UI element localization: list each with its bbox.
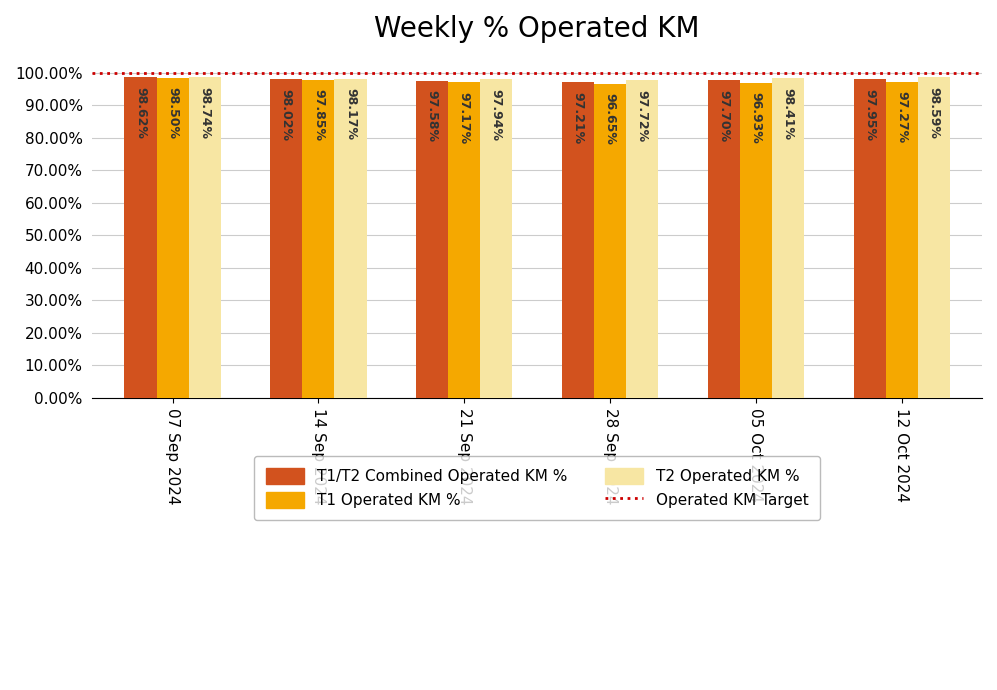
Bar — [449, 82, 481, 398]
Bar — [188, 77, 220, 398]
Bar — [416, 81, 449, 398]
Text: 98.02%: 98.02% — [280, 89, 293, 141]
Bar — [270, 79, 302, 398]
Text: 97.27%: 97.27% — [895, 91, 908, 144]
Bar — [334, 79, 367, 398]
Text: 98.17%: 98.17% — [344, 88, 357, 141]
Text: 97.94%: 97.94% — [490, 89, 502, 141]
Text: 96.65%: 96.65% — [603, 93, 616, 145]
Text: 96.93%: 96.93% — [750, 92, 763, 144]
Bar — [157, 77, 188, 398]
Bar — [481, 79, 512, 398]
Text: 98.62%: 98.62% — [134, 87, 147, 139]
Bar — [885, 81, 918, 398]
Text: 97.17%: 97.17% — [458, 92, 471, 144]
Text: 98.74%: 98.74% — [198, 86, 211, 139]
Bar — [853, 79, 885, 398]
Text: 98.41%: 98.41% — [782, 88, 795, 139]
Bar — [302, 80, 334, 398]
Bar — [740, 83, 772, 398]
Text: 98.50%: 98.50% — [166, 88, 179, 139]
Text: 97.70%: 97.70% — [718, 90, 731, 142]
Text: 97.21%: 97.21% — [571, 92, 584, 144]
Bar — [708, 80, 740, 398]
Bar — [918, 77, 950, 398]
Title: Weekly % Operated KM: Weekly % Operated KM — [375, 15, 700, 43]
Bar — [772, 78, 804, 398]
Text: 97.85%: 97.85% — [312, 90, 325, 141]
Text: 97.95%: 97.95% — [863, 89, 876, 141]
Text: 97.72%: 97.72% — [636, 90, 649, 142]
Bar — [125, 77, 157, 398]
Bar — [626, 80, 658, 398]
Text: 98.59%: 98.59% — [927, 87, 940, 139]
Legend: T1/T2 Combined Operated KM %, T1 Operated KM %, T2 Operated KM %, Operated KM Ta: T1/T2 Combined Operated KM %, T1 Operate… — [254, 456, 821, 520]
Bar — [562, 82, 594, 398]
Text: 97.58%: 97.58% — [426, 90, 439, 142]
Bar — [594, 83, 626, 398]
